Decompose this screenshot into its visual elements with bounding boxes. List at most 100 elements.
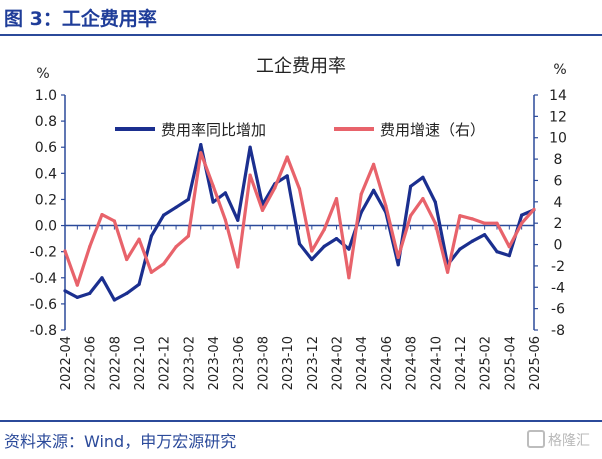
x-tick-label: 2025-06 bbox=[528, 336, 543, 390]
series-layer bbox=[63, 142, 536, 302]
figure-title: 图 3：工企费用率 bbox=[4, 8, 157, 30]
watermark-text: 格隆汇 bbox=[548, 433, 590, 449]
series-1-point bbox=[186, 197, 190, 201]
left-tick-label: 0.0 bbox=[35, 219, 57, 235]
series-2-point bbox=[310, 249, 314, 253]
top-rule bbox=[0, 34, 602, 36]
x-tick-label: 2024-02 bbox=[331, 336, 346, 390]
x-tick-label: 2023-10 bbox=[281, 336, 296, 390]
series-2-point bbox=[199, 151, 203, 155]
series-1-point bbox=[359, 210, 363, 215]
left-tick-label: -0.8 bbox=[30, 323, 57, 339]
series-1-point bbox=[372, 188, 376, 192]
series-2-point bbox=[532, 207, 536, 211]
series-2-point bbox=[137, 237, 141, 241]
series-1-point bbox=[248, 145, 252, 149]
series-2-point bbox=[433, 221, 437, 225]
left-tick-label: 0.8 bbox=[35, 114, 57, 130]
x-tick-label: 2022-12 bbox=[158, 336, 173, 390]
series-2-point bbox=[495, 221, 499, 225]
series-1-point bbox=[507, 254, 511, 258]
series-2-point bbox=[334, 197, 339, 201]
x-tick-label: 2022-04 bbox=[59, 336, 74, 390]
series-2-point bbox=[75, 283, 79, 287]
right-tick-label: 10 bbox=[549, 131, 567, 147]
bottom-rule bbox=[0, 420, 602, 422]
series-1-point bbox=[483, 233, 487, 237]
series-2-point bbox=[211, 184, 215, 188]
left-tick-label: -0.6 bbox=[30, 297, 57, 313]
series-1-point bbox=[470, 239, 474, 243]
left-tick-label: 0.2 bbox=[35, 192, 57, 208]
legend-label-2: 费用增速（右） bbox=[380, 121, 485, 139]
right-tick-label: 14 bbox=[549, 88, 567, 104]
series-1-point bbox=[199, 143, 203, 147]
series-2-point bbox=[446, 270, 450, 274]
series-2-point bbox=[384, 204, 388, 208]
series-2-point bbox=[186, 234, 190, 238]
right-axis-unit: % bbox=[553, 62, 566, 78]
chart: 工企费用率 % % -0.8 -0.6 -0.4 -0.2 0.0 0.2 0.4 0.6 0.… bbox=[30, 56, 567, 390]
series-2-point bbox=[149, 270, 153, 274]
series-2-point bbox=[223, 218, 227, 222]
series-1-point bbox=[433, 200, 437, 204]
x-tick-label: 2023-08 bbox=[256, 336, 271, 390]
left-tick-label: 0.4 bbox=[35, 166, 57, 182]
x-tick-label: 2024-04 bbox=[355, 336, 370, 390]
series-2-point bbox=[112, 219, 116, 223]
x-tick-label: 2023-06 bbox=[232, 336, 247, 390]
series-2-point bbox=[285, 155, 289, 159]
series-2-point bbox=[63, 249, 67, 253]
series-2-point bbox=[125, 257, 129, 262]
right-tick-label: 4 bbox=[554, 195, 563, 211]
x-tick-label: 2023-04 bbox=[207, 336, 222, 390]
x-tick-label: 2024-08 bbox=[405, 336, 420, 390]
series-1-point bbox=[100, 276, 104, 280]
x-tick-label: 2023-02 bbox=[182, 336, 197, 390]
chart-title: 工企费用率 bbox=[256, 56, 346, 77]
series-1-point bbox=[75, 295, 79, 299]
series-2-point bbox=[297, 187, 302, 191]
x-tick-label: 2023-12 bbox=[306, 336, 321, 390]
watermark: 格隆汇 bbox=[527, 430, 590, 450]
series-1-point bbox=[211, 200, 215, 204]
series-2-point bbox=[347, 276, 351, 280]
axes: -0.8 -0.6 -0.4 -0.2 0.0 0.2 0.4 0.6 0.8 1.0 -8 -6 -4… bbox=[30, 88, 567, 390]
series-2-point bbox=[100, 213, 104, 217]
series-1-point bbox=[149, 234, 153, 238]
series-1-point bbox=[520, 213, 524, 217]
right-tick-label: 12 bbox=[549, 109, 567, 125]
right-tick-label: -4 bbox=[551, 280, 565, 296]
x-tick-label: 2024-06 bbox=[380, 336, 395, 390]
x-tick-label: 2024-12 bbox=[454, 336, 469, 390]
series-2-point bbox=[322, 228, 326, 232]
series-line-2 bbox=[63, 151, 536, 287]
series-2-point bbox=[260, 208, 265, 212]
right-tick-label: -6 bbox=[551, 302, 565, 318]
watermark-logo-icon bbox=[527, 430, 545, 448]
x-tick-label: 2022-08 bbox=[108, 336, 123, 390]
source-note: 资料来源：Wind，申万宏源研究 bbox=[4, 432, 237, 451]
series-1-point bbox=[112, 298, 116, 302]
legend-label-1: 费用率同比增加 bbox=[161, 121, 266, 139]
left-axis-unit: % bbox=[36, 66, 49, 82]
series-2-point bbox=[236, 265, 240, 269]
series-1-point bbox=[88, 291, 92, 295]
left-tick-label: -0.4 bbox=[30, 271, 57, 287]
series-1-point bbox=[421, 175, 425, 179]
series-1-point bbox=[223, 191, 227, 195]
series-1-point bbox=[236, 218, 240, 222]
series-1-point bbox=[322, 244, 326, 248]
series-2-point bbox=[248, 173, 252, 177]
series-1-point bbox=[334, 237, 339, 241]
series-1-point bbox=[495, 250, 499, 254]
series-2-point bbox=[507, 245, 511, 249]
series-2-point bbox=[273, 186, 277, 190]
series-1-point bbox=[63, 289, 67, 293]
x-tick-label: 2024-10 bbox=[429, 336, 444, 390]
series-2-point bbox=[458, 214, 462, 218]
series-2-point bbox=[359, 192, 363, 196]
series-1-point bbox=[396, 263, 400, 267]
series-2-point bbox=[520, 221, 524, 225]
series-2-point bbox=[409, 214, 413, 218]
